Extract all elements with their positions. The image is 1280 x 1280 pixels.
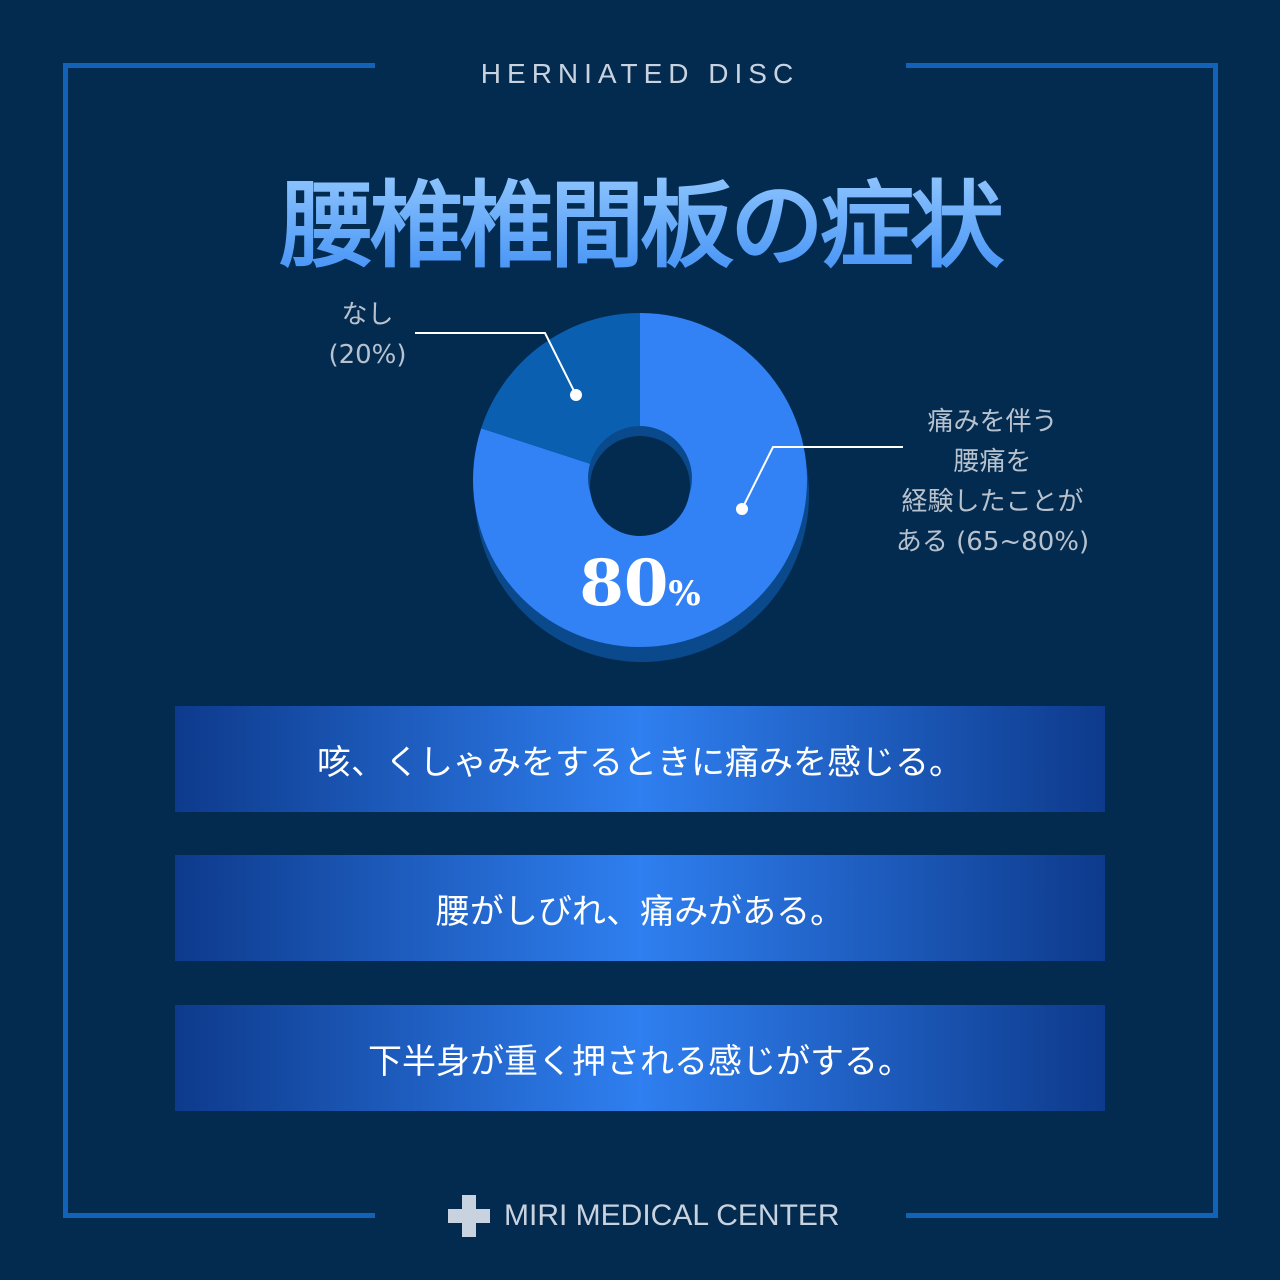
donut-slice-1 <box>481 313 640 480</box>
frame-line <box>1213 63 1218 1218</box>
frame-line <box>63 1213 375 1218</box>
brand-name: MIRI MEDICAL CENTER <box>504 1199 840 1232</box>
label-line: ある (65~80%) <box>895 527 1090 557</box>
frame-line <box>63 63 68 1218</box>
leader-dot-pain <box>736 503 748 515</box>
donut-chart: 80% <box>415 313 903 662</box>
page-title: 腰椎椎間板の症状 <box>0 150 1280 286</box>
leader-line-none <box>415 332 577 396</box>
label-line: 経験したことが <box>901 487 1084 517</box>
leader-line-pain <box>741 446 903 510</box>
label-line: (20%) <box>328 340 407 370</box>
label-pain: 痛みを伴う腰痛を 経験したことが ある (65~80%) <box>880 402 1105 562</box>
symptom-bar: 咳、くしゃみをするときに痛みを感じる。 <box>175 706 1105 812</box>
label-none: なし (20%) <box>300 295 435 375</box>
label-line: 痛みを伴う <box>927 407 1058 437</box>
donut-hole <box>590 436 690 536</box>
medical-cross-icon <box>448 1195 490 1237</box>
center-value: 80% <box>579 546 700 621</box>
footer: MIRI MEDICAL CENTER <box>448 1195 840 1237</box>
leader-dot-none <box>570 389 582 401</box>
symptom-bar: 下半身が重く押される感じがする。 <box>175 1005 1105 1111</box>
label-line: 腰痛を <box>953 447 1032 477</box>
frame-line <box>906 1213 1218 1218</box>
frame-line <box>63 63 375 68</box>
label-line: なし <box>341 300 394 330</box>
frame-line <box>906 63 1218 68</box>
subtitle: HERNIATED DISC <box>480 58 800 89</box>
symptom-bar: 腰がしびれ、痛みがある。 <box>175 855 1105 961</box>
